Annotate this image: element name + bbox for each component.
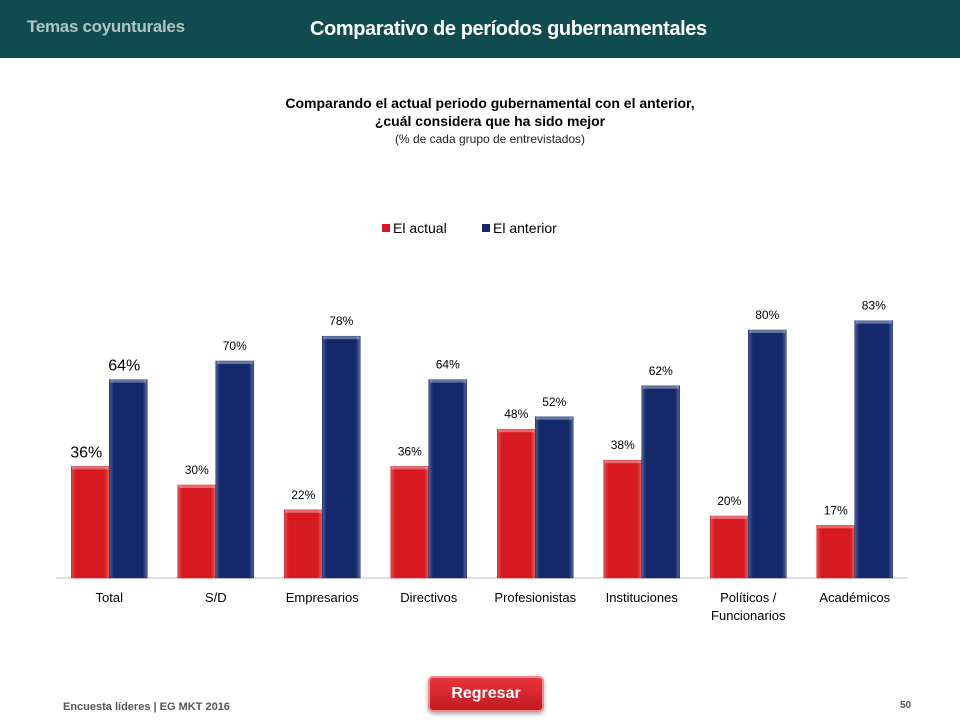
data-label-el-anterior-instituciones: 62% — [649, 364, 673, 378]
bar-highlight-el-actual-politicos-funcionarios — [711, 516, 748, 519]
question-line-1: Comparando el actual periodo gubernament… — [285, 95, 695, 111]
header-bar: Temas coyunturales Comparativo de períod… — [0, 0, 960, 58]
data-label-el-actual-profesionistas: 48% — [504, 407, 528, 421]
bar-highlight-el-anterior-directivos — [429, 379, 466, 383]
bar-highlight-el-actual-empresarios — [285, 509, 322, 513]
page-number: 50 — [900, 700, 912, 711]
data-label-el-anterior-empresarios: 78% — [329, 314, 353, 328]
page-title: Comparativo de períodos gubernamentales — [310, 18, 707, 40]
section-title: Temas coyunturales — [27, 17, 185, 36]
data-label-el-actual-empresarios: 22% — [291, 488, 315, 502]
data-label-el-actual-total: 36% — [70, 444, 102, 461]
data-label-el-anterior-directivos: 64% — [436, 358, 460, 372]
bar-el-anterior-academicos — [854, 320, 893, 579]
x-tick-label-profesionistas: Profesionistas — [494, 590, 576, 605]
bar-el-anterior-instituciones — [641, 385, 680, 579]
bar-highlight-el-anterior-empresarios — [323, 336, 360, 340]
data-label-el-actual-directivos: 36% — [398, 444, 422, 458]
bar-highlight-el-actual-academicos — [817, 525, 854, 529]
x-tick-label-directivos: Directivos — [400, 590, 458, 605]
x-tick-label-politicos-funcionarios: Políticos / Funcionarios — [711, 590, 786, 623]
data-label-el-anterior-total: 64% — [108, 358, 140, 375]
bar-el-actual-directivos — [390, 466, 429, 579]
question-subtitle: (% de cada grupo de entrevistados) — [394, 132, 586, 146]
bar-highlight-el-actual-instituciones — [604, 460, 641, 464]
bar-highlight-el-anterior-instituciones — [642, 385, 679, 389]
bar-el-actual-instituciones — [603, 459, 642, 579]
bar-el-actual-total — [71, 466, 110, 579]
x-tick-label-total: Total — [96, 590, 124, 605]
data-label-el-actual-instituciones: 38% — [611, 438, 635, 452]
bar-el-anterior-empresarios — [322, 335, 361, 579]
data-label-el-anterior-academicos: 83% — [862, 299, 886, 313]
back-button[interactable]: Regresar — [428, 676, 544, 712]
bar-el-actual-politicos-funcionarios — [710, 515, 749, 579]
bar-highlight-el-actual-total — [72, 466, 109, 470]
data-label-el-anterior-profesionistas: 52% — [542, 395, 566, 409]
bar-chart: El actual El anterior 36% 64% Total 30% 70% S/D… — [56, 220, 908, 623]
legend-swatch-el-actual — [382, 224, 390, 232]
x-tick-label-academicos: Académicos — [819, 590, 890, 605]
bar-el-actual-empresarios — [284, 509, 323, 579]
bar-highlight-el-anterior-academicos — [855, 320, 892, 324]
bar-highlight-el-actual-directivos — [391, 466, 428, 470]
bar-el-anterior-profesionistas — [535, 416, 574, 579]
legend-label-el-anterior: El anterior — [493, 220, 557, 236]
chart-question: Comparando el actual periodo gubernament… — [0, 94, 960, 148]
bar-el-anterior-directivos — [428, 379, 467, 579]
data-label-el-actual-politicos-funcionarios: 20% — [717, 494, 741, 508]
bar-highlight-el-anterior-total — [110, 379, 147, 383]
bar-highlight-el-anterior-profesionistas — [536, 416, 573, 420]
data-label-el-actual-s-d: 30% — [185, 463, 209, 477]
data-label-el-anterior-s-d: 70% — [223, 339, 247, 353]
bar-el-actual-s-d — [177, 484, 216, 579]
bar-highlight-el-anterior-politicos-funcionarios — [749, 330, 786, 333]
bar-highlight-el-actual-profesionistas — [498, 429, 535, 433]
bar-el-anterior-politicos-funcionarios — [748, 329, 787, 579]
data-label-el-actual-academicos: 17% — [824, 503, 848, 517]
bar-el-anterior-s-d — [215, 360, 254, 579]
bar-el-anterior-total — [109, 379, 148, 579]
legend-label-el-actual: El actual — [393, 220, 447, 236]
data-label-el-anterior-politicos-funcionarios: 80% — [755, 308, 779, 322]
legend-swatch-el-anterior — [482, 224, 490, 232]
x-tick-label-empresarios: Empresarios — [286, 590, 359, 605]
question-line-2: ¿cuál considera que ha sido mejor — [374, 113, 606, 129]
bar-el-actual-profesionistas — [497, 428, 536, 579]
x-tick-label-s-d: S/D — [205, 590, 227, 605]
bar-el-actual-academicos — [816, 525, 855, 579]
x-tick-label-instituciones: Instituciones — [606, 590, 679, 605]
bar-highlight-el-anterior-s-d — [216, 361, 253, 364]
bar-highlight-el-actual-s-d — [178, 485, 215, 488]
footer-source: Encuesta líderes | EG MKT 2016 — [63, 701, 230, 713]
